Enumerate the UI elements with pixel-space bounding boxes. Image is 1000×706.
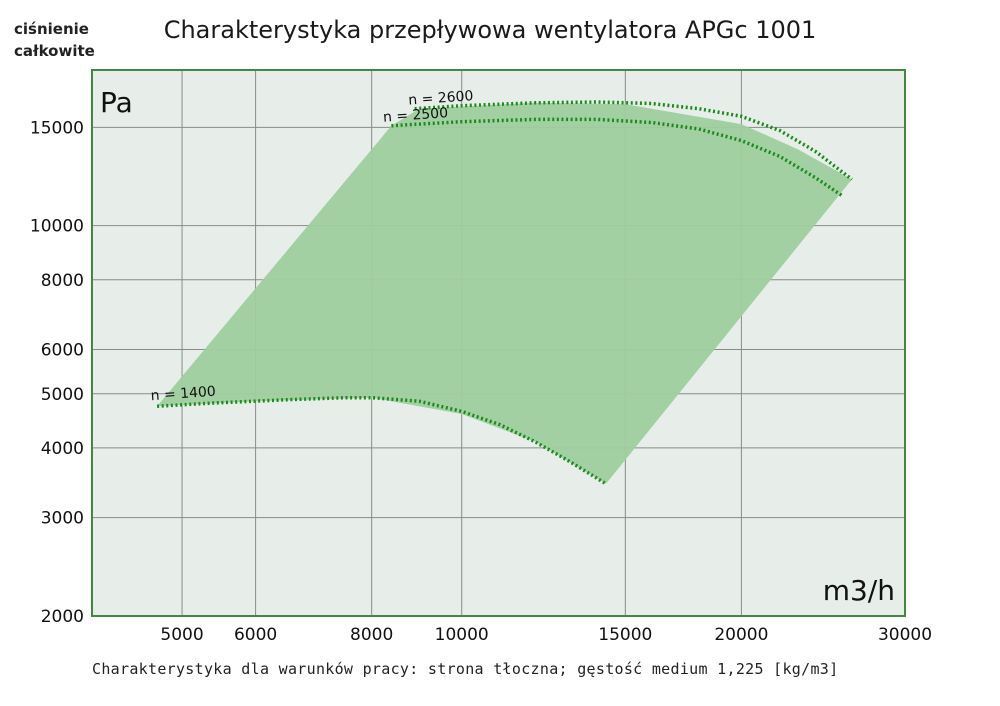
x-tick-label: 6000 <box>234 625 277 645</box>
y-tick-label: 4000 <box>41 439 84 459</box>
y-axis-caption: ciśnienie całkowite <box>14 18 95 62</box>
curve-label: n = 2500 <box>383 105 449 126</box>
x-tick-label: 30000 <box>878 625 932 645</box>
curve-line <box>157 395 607 486</box>
y-axis-unit-label: Pa <box>100 86 133 119</box>
y-axis-caption-line1: ciśnienie <box>14 20 89 38</box>
y-tick-label: 3000 <box>41 509 84 529</box>
curve-line <box>414 100 853 181</box>
y-tick-label: 8000 <box>41 271 84 291</box>
y-tick-label: 5000 <box>41 385 84 405</box>
operating-range-area <box>157 102 852 484</box>
footnote: Charakterystyka dla warunków pracy: stro… <box>92 660 839 678</box>
x-tick-label: 20000 <box>714 625 768 645</box>
x-tick-label: 10000 <box>435 625 489 645</box>
x-tick-label: 15000 <box>598 625 652 645</box>
chart-title: Charakterystyka przepływowa wentylatora … <box>163 16 817 44</box>
x-axis-unit-label: m3/h <box>823 574 895 607</box>
y-tick-label: 2000 <box>41 607 84 627</box>
y-tick-label: 15000 <box>30 118 84 138</box>
curve-line <box>391 117 844 198</box>
y-axis-caption-line2: całkowite <box>14 42 95 60</box>
x-tick-label: 5000 <box>160 625 203 645</box>
y-tick-label: 10000 <box>30 217 84 237</box>
curve-label: n = 1400 <box>150 384 216 405</box>
plot-border <box>91 69 906 617</box>
y-tick-label: 6000 <box>41 341 84 361</box>
x-tick-label: 8000 <box>350 625 393 645</box>
curve-label: n = 2600 <box>408 88 474 109</box>
